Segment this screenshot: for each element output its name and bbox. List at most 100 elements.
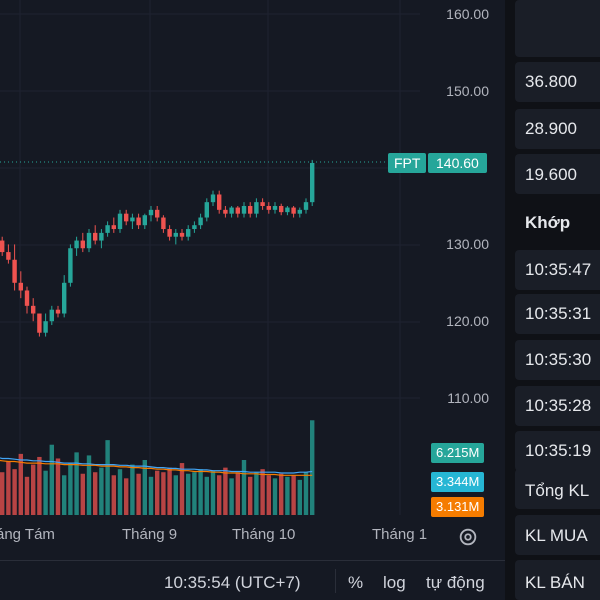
candle-body bbox=[55, 309, 61, 314]
candle-body bbox=[6, 252, 11, 260]
volume-bar bbox=[186, 473, 191, 515]
volume-bar bbox=[80, 473, 85, 515]
candle-body bbox=[0, 240, 5, 253]
volume-bar bbox=[124, 478, 129, 515]
volume-bar bbox=[254, 472, 259, 515]
volume-bar bbox=[136, 473, 141, 515]
match-header: Khớp bbox=[525, 213, 571, 232]
volume-bar bbox=[74, 452, 79, 515]
candle-body bbox=[68, 248, 73, 283]
candle-body bbox=[303, 202, 309, 210]
candle-body bbox=[310, 162, 315, 203]
price-value: 19.600 bbox=[525, 165, 577, 184]
volume-bar bbox=[62, 475, 67, 515]
price-axis-label: 130.00 bbox=[446, 236, 489, 252]
chart-bottom-bar: 10:35:54 (UTC+7) % log tự động bbox=[0, 560, 505, 600]
candle-body bbox=[210, 194, 216, 203]
volume-bar bbox=[266, 475, 271, 515]
volume-bar bbox=[86, 455, 92, 515]
volume-bar bbox=[204, 476, 209, 515]
trade-time: 10:35:47 bbox=[525, 260, 592, 279]
price-value: 28.900 bbox=[525, 119, 577, 138]
price-axis-label: 150.00 bbox=[446, 83, 489, 99]
candle-body bbox=[12, 259, 17, 283]
candle-body bbox=[43, 321, 48, 333]
candle-body bbox=[279, 206, 284, 213]
auto-scale-toggle[interactable]: tự động bbox=[426, 573, 485, 592]
volume-bar bbox=[260, 469, 265, 515]
volume-bar bbox=[173, 475, 178, 515]
candle-body bbox=[297, 209, 302, 214]
candle-body bbox=[105, 225, 110, 233]
volume-bar bbox=[117, 469, 123, 515]
volume-bar bbox=[31, 464, 36, 515]
candle-body bbox=[241, 206, 247, 214]
candle-body bbox=[49, 309, 54, 322]
candle-body bbox=[37, 313, 42, 333]
volume-bar bbox=[155, 470, 160, 515]
price-value: 36.800 bbox=[525, 72, 577, 91]
log-toggle[interactable]: log bbox=[383, 573, 406, 592]
trade-row bbox=[515, 294, 600, 334]
trade-time: 10:35:31 bbox=[525, 304, 592, 323]
volume-bar bbox=[130, 464, 135, 515]
candle-body bbox=[18, 282, 23, 291]
percent-toggle[interactable]: % bbox=[348, 573, 364, 592]
volume-bar bbox=[248, 476, 253, 515]
price-row bbox=[515, 62, 600, 102]
volume-bar bbox=[210, 470, 216, 515]
candle-body bbox=[86, 232, 92, 249]
candle-body bbox=[99, 232, 104, 241]
volume-bar bbox=[18, 453, 23, 515]
trade-time: 10:35:19 bbox=[525, 441, 592, 460]
candle-body bbox=[80, 240, 85, 249]
candle-body bbox=[223, 209, 228, 214]
volume-bar bbox=[12, 469, 17, 515]
trade-time: 10:35:30 bbox=[525, 350, 592, 369]
chart-canvas[interactable] bbox=[0, 0, 505, 560]
settings-gear-icon[interactable] bbox=[457, 526, 479, 548]
time-axis-label: áng Tám bbox=[0, 526, 55, 543]
candle-body bbox=[229, 207, 234, 214]
volume-ma1-line bbox=[0, 457, 313, 474]
candle-body bbox=[161, 217, 166, 230]
trade-row bbox=[515, 250, 600, 290]
buy-volume-label: KL MUA bbox=[525, 526, 588, 545]
volume-bar bbox=[241, 460, 247, 515]
candle-body bbox=[285, 207, 290, 213]
trade-row bbox=[515, 431, 600, 471]
price-axis-label: 160.00 bbox=[446, 6, 489, 22]
candle-body bbox=[136, 217, 141, 226]
volume-bar bbox=[24, 476, 30, 515]
volume-bar bbox=[167, 467, 172, 515]
candle-body bbox=[31, 305, 36, 314]
volume-bar bbox=[37, 456, 42, 515]
candle-body bbox=[148, 209, 154, 216]
candle-body bbox=[155, 209, 160, 218]
candle-body bbox=[291, 207, 296, 214]
time-axis-label: Tháng 9 bbox=[122, 526, 178, 543]
candle-body bbox=[266, 206, 271, 210]
candle-body bbox=[24, 290, 30, 306]
volume-ma1-tag: 3.344M bbox=[431, 472, 485, 492]
volume-bar bbox=[291, 475, 296, 515]
volume-bar bbox=[217, 475, 222, 515]
volume-bar bbox=[179, 463, 185, 515]
last-price-tag: 140.60 bbox=[428, 153, 487, 173]
candle-body bbox=[192, 225, 197, 230]
time-axis-label: Tháng 10 bbox=[232, 526, 296, 543]
candle-body bbox=[198, 217, 203, 226]
volume-bar bbox=[303, 472, 309, 515]
volume-bar bbox=[198, 469, 203, 515]
volume-bar bbox=[68, 463, 73, 515]
price-row bbox=[515, 154, 600, 194]
price-axis-label: 110.00 bbox=[447, 390, 489, 406]
volume-bar bbox=[49, 444, 54, 515]
candle-body bbox=[117, 213, 123, 230]
candle-body bbox=[124, 213, 129, 222]
volume-tag: 6.215M bbox=[431, 443, 485, 463]
candle-body bbox=[235, 207, 240, 214]
candle-body bbox=[111, 225, 116, 230]
time-axis-label: Tháng 1 bbox=[372, 526, 428, 543]
price-chart[interactable]: 160.00 150.00 130.00 120.00 110.00 FPT 1… bbox=[0, 0, 505, 600]
